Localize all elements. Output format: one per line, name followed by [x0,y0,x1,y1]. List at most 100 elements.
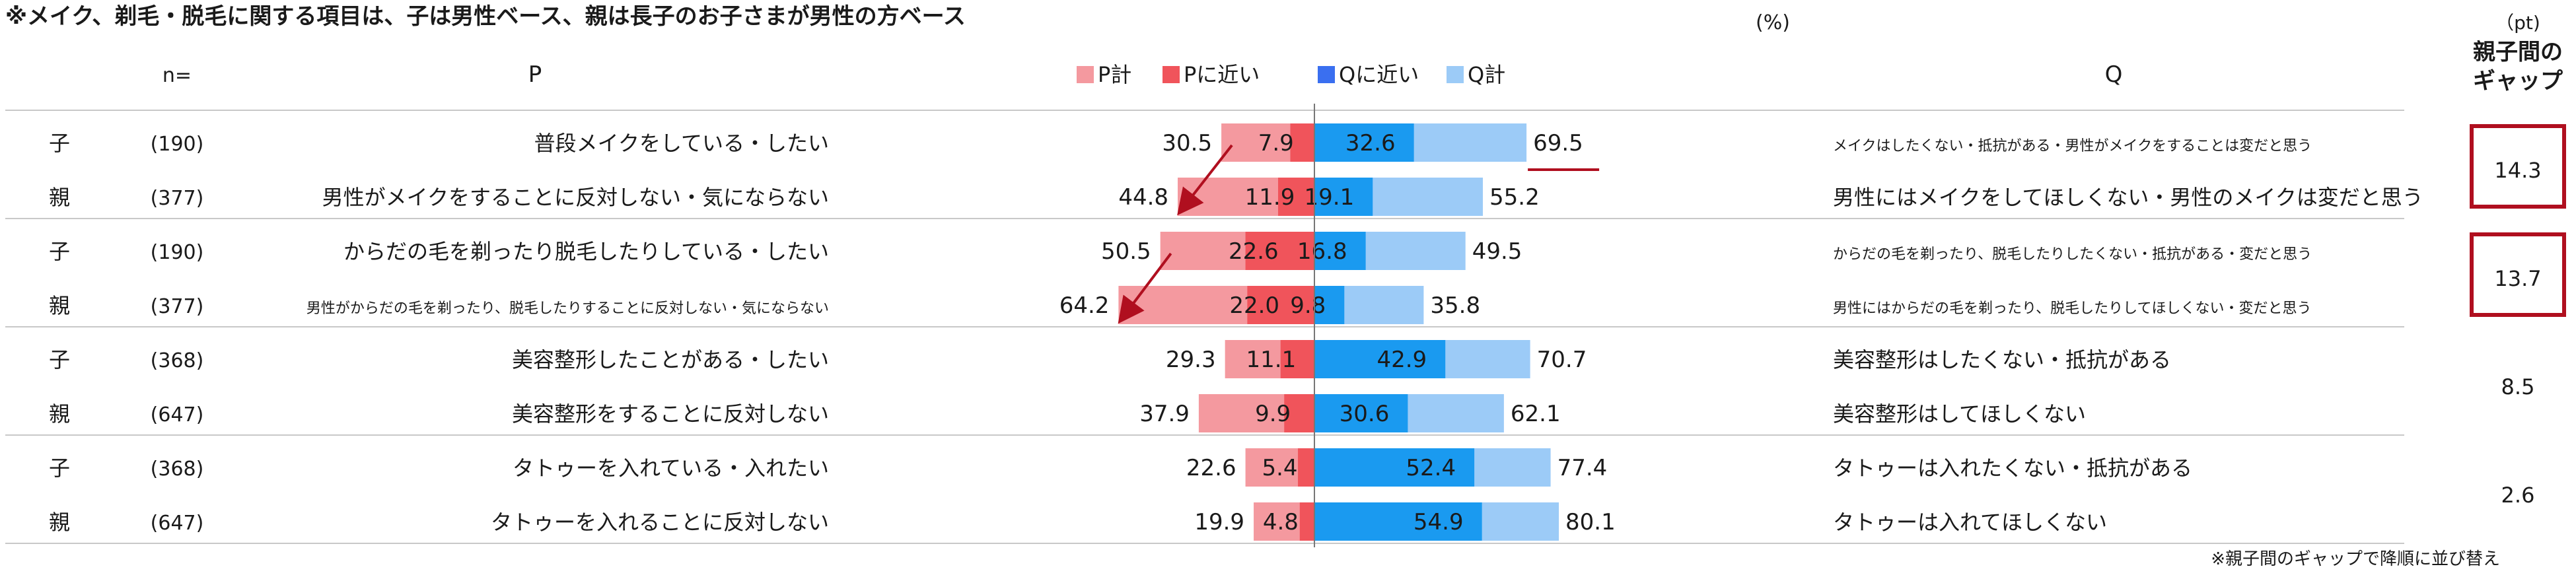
label-q-near: 42.9 [1377,347,1427,373]
gap-value: 13.7 [2494,266,2541,291]
unit-label: (%) [1756,11,1790,34]
bar-p-near [1299,502,1314,541]
p-label: 男性がメイクをすることに反対しない・気にならない [322,185,829,210]
arrow-p-shift [1177,144,1233,216]
label-p-near: 7.9 [1258,130,1294,156]
row-n: (377) [151,187,204,210]
row-n: (190) [151,133,204,156]
label-p-near: 4.8 [1263,509,1299,535]
footnote: ※親子間のギャップで降順に並び替え [2211,549,2500,569]
row-n: (368) [151,349,204,372]
gap-value: 8.5 [2501,374,2535,399]
label-p-total: 44.8 [1118,184,1168,211]
bar-q-near [1314,178,1373,216]
p-label: タトゥーを入れることに反対しない [491,510,829,535]
q-label: 美容整形はしてほしくない [1833,401,2086,426]
legend-swatch [1077,66,1094,83]
q-label: からだの毛を剃ったり、脱毛したりしたくない・抵抗がある・変だと思う [1833,246,2312,263]
legend-swatch [1318,66,1335,83]
q-label: タトゥーは入れてほしくない [1833,510,2107,535]
p-label: からだの毛を剃ったり脱毛したりしている・したい [343,239,829,264]
row-n: (377) [151,295,204,318]
legend-label: P計 [1098,62,1131,87]
p-label: 美容整形したことがある・したい [512,347,829,372]
label-p-near: 22.6 [1229,238,1279,265]
label-q-near: 9.8 [1290,292,1326,319]
label-q-total: 77.4 [1557,455,1608,481]
legend-swatch [1447,66,1464,83]
row-respondent: 親 [49,401,70,426]
bar-q-near [1314,286,1345,324]
row-respondent: 子 [49,456,70,481]
row-respondent: 親 [49,185,70,210]
bar-p-near [1280,340,1314,378]
gap-header-line2: ギャップ [2473,68,2563,94]
row-n: (190) [151,241,204,264]
gap-value: 14.3 [2494,158,2541,183]
label-q-total: 69.5 [1533,130,1583,156]
legend-label: Q計 [1468,62,1505,87]
label-p-total: 22.6 [1186,455,1236,481]
gap-highlight-box [2470,124,2566,209]
row-n: (647) [151,403,204,426]
bar-q-near [1314,232,1366,270]
bar-p-near [1290,123,1314,162]
gap-value: 2.6 [2501,483,2535,508]
q-label: 男性にはからだの毛を剃ったり、脱毛したりしてほしくない・変だと思う [1833,300,2311,317]
q-label: 男性にはメイクをしてほしくない・男性のメイクは変だと思う [1833,185,2423,210]
p-label: 美容整形をすることに反対しない [512,401,829,426]
chart-overlay [1118,104,2566,547]
label-q-total: 49.5 [1472,238,1522,265]
row-n: (368) [151,458,204,481]
gap-unit-label: （pt) [2495,12,2540,34]
bar-p-near [1245,232,1314,270]
label-q-near: 52.4 [1406,455,1456,481]
bar-q-near [1314,502,1482,541]
gap-highlight-box [2470,232,2566,317]
chart-title: ※メイク、剃毛・脱毛に関する項目は、子は男性ベース、親は長子のお子さまが男性の方… [5,3,966,30]
label-p-total: 37.9 [1139,401,1190,427]
q-label: メイクはしたくない・抵抗がある・男性がメイクをすることは変だと思う [1833,138,2312,154]
row-respondent: 子 [49,239,70,264]
bar-q-near [1314,448,1475,487]
p-header: P [528,61,542,88]
bar-p-near [1298,448,1314,487]
label-q-total: 80.1 [1565,509,1616,535]
label-p-near: 22.0 [1229,292,1279,319]
bar-q-near [1314,394,1408,432]
q-label: 美容整形はしたくない・抵抗がある [1833,347,2171,372]
label-q-total: 55.2 [1489,184,1540,211]
legend-label: Pに近い [1184,62,1260,87]
label-p-total: 50.5 [1101,238,1151,265]
bar-q-near [1314,340,1446,378]
label-q-near: 16.8 [1297,238,1347,265]
p-label: 普段メイクをしている・したい [534,131,829,156]
row-respondent: 子 [49,131,70,156]
label-q-total: 70.7 [1537,347,1587,373]
q-header: Q [2105,61,2123,88]
label-q-near: 19.1 [1305,184,1355,211]
chart-rows: 子 (190) 普段メイクをしている・したい 7.9 30.5 32.6 69.5 メイクはし… [5,110,2542,544]
label-q-near: 30.6 [1340,401,1390,427]
label-p-near: 11.1 [1246,347,1297,373]
legend-label: Qに近い [1339,62,1419,87]
n-header: n= [162,64,192,87]
bar-p-near [1278,178,1314,216]
label-p-near: 5.4 [1262,455,1297,481]
label-p-near: 9.9 [1255,401,1291,427]
row-n: (647) [151,512,204,535]
q-label: タトゥーは入れたくない・抵抗がある [1833,456,2192,481]
bar-p-near [1284,394,1314,432]
label-q-total: 62.1 [1511,401,1561,427]
gap-header-line1: 親子間の [2473,39,2563,65]
label-q-near: 32.6 [1345,130,1396,156]
bar-q-near [1314,123,1414,162]
legend: P計 Pに近い Qに近い Q計 [1077,62,1505,87]
label-p-near: 11.9 [1245,184,1295,211]
label-q-near: 54.9 [1413,509,1464,535]
label-p-total: 30.5 [1162,130,1212,156]
legend-swatch [1163,66,1180,83]
label-q-total: 35.8 [1430,292,1480,319]
bar-p-near [1247,286,1314,324]
